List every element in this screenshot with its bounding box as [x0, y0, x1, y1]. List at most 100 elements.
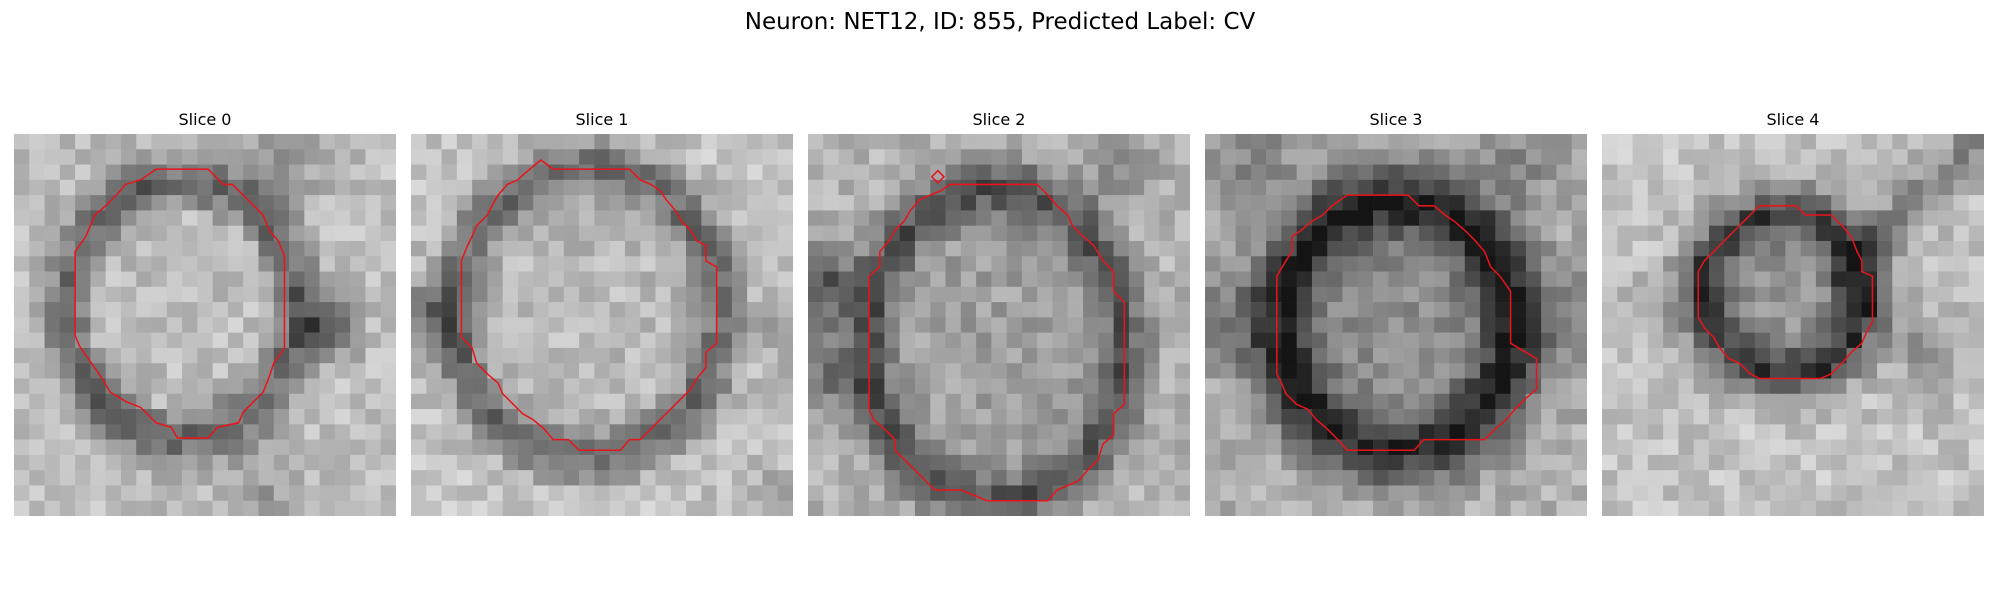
pixel: [1693, 500, 1710, 516]
pixel: [1525, 470, 1542, 486]
pixel: [1770, 393, 1786, 410]
pixel: [914, 256, 931, 272]
pixel: [1266, 149, 1282, 165]
pixel: [1663, 195, 1679, 211]
pixel: [960, 134, 977, 150]
pixel: [441, 225, 458, 242]
pixel: [1571, 470, 1587, 486]
pixel: [258, 409, 275, 425]
pixel: [212, 332, 229, 349]
pixel: [1541, 409, 1557, 425]
pixel: [1815, 134, 1832, 150]
pixel: [1724, 439, 1740, 456]
pixel: [334, 302, 351, 318]
pixel: [105, 363, 122, 379]
pixel: [151, 286, 168, 303]
pixel: [899, 240, 916, 257]
pixel: [1464, 363, 1481, 379]
pixel: [624, 271, 641, 288]
pixel: [350, 485, 366, 502]
pixel: [517, 134, 534, 150]
pixel: [517, 470, 534, 486]
pixel: [1785, 317, 1801, 333]
pixel: [90, 454, 106, 471]
pixel: [319, 302, 336, 318]
pixel: [1205, 393, 1221, 410]
pixel: [1357, 424, 1374, 440]
pixel: [1250, 500, 1267, 516]
pixel: [960, 439, 977, 456]
pixel: [289, 424, 305, 440]
pixel: [59, 225, 76, 242]
pixel: [579, 164, 595, 181]
pixel: [258, 439, 275, 456]
pixel: [1647, 500, 1664, 516]
pixel: [1541, 500, 1557, 516]
slice-0-micrograph: [14, 134, 396, 516]
pixel: [227, 271, 244, 288]
pixel: [44, 302, 61, 318]
pixel: [976, 470, 992, 486]
pixel: [1098, 210, 1114, 226]
pixel: [838, 179, 855, 196]
pixel: [456, 485, 473, 502]
pixel: [166, 454, 183, 471]
pixel: [914, 363, 931, 379]
pixel: [1877, 317, 1893, 333]
pixel: [105, 256, 122, 272]
pixel: [1037, 286, 1053, 303]
pixel: [594, 164, 610, 181]
pixel: [1938, 225, 1954, 242]
pixel: [1800, 363, 1817, 379]
pixel: [1311, 363, 1328, 379]
pixel: [594, 454, 610, 471]
pixel: [945, 286, 962, 303]
pixel: [853, 317, 870, 333]
pixel: [1495, 210, 1511, 226]
pixel: [1632, 317, 1649, 333]
pixel: [579, 393, 595, 410]
pixel: [777, 225, 793, 242]
pixel: [1877, 286, 1893, 303]
pixel: [914, 317, 931, 333]
pixel: [1968, 409, 1984, 425]
pixel: [1342, 286, 1359, 303]
slice-panel-1: Slice 1: [411, 108, 793, 516]
pixel: [1861, 225, 1878, 242]
pixel: [1342, 347, 1359, 364]
pixel: [334, 271, 351, 288]
pixel: [59, 164, 76, 181]
pixel: [227, 210, 244, 226]
pixel: [502, 302, 519, 318]
pixel: [1693, 195, 1710, 211]
pixel: [1464, 195, 1481, 211]
pixel: [517, 500, 534, 516]
pixel: [976, 439, 992, 456]
pixel: [1739, 286, 1756, 303]
pixel: [365, 378, 382, 395]
pixel: [1357, 134, 1374, 150]
pixel: [14, 409, 30, 425]
pixel: [1357, 409, 1374, 425]
pixel: [640, 179, 656, 196]
pixel: [533, 485, 549, 502]
pixel: [1907, 164, 1924, 181]
pixel: [1235, 271, 1252, 288]
pixel: [1968, 332, 1984, 349]
pixel: [227, 393, 244, 410]
pixel: [1892, 149, 1908, 165]
pixel: [411, 240, 427, 257]
pixel: [365, 240, 382, 257]
pixel: [243, 210, 259, 226]
pixel: [334, 317, 351, 333]
pixel: [624, 317, 641, 333]
pixel: [456, 317, 473, 333]
pixel: [411, 439, 427, 456]
pixel: [105, 393, 122, 410]
pixel: [884, 317, 900, 333]
pixel: [1541, 454, 1557, 471]
pixel: [136, 454, 152, 471]
pixel: [1449, 439, 1466, 456]
pixel: [1449, 332, 1466, 349]
pixel: [1388, 363, 1404, 379]
